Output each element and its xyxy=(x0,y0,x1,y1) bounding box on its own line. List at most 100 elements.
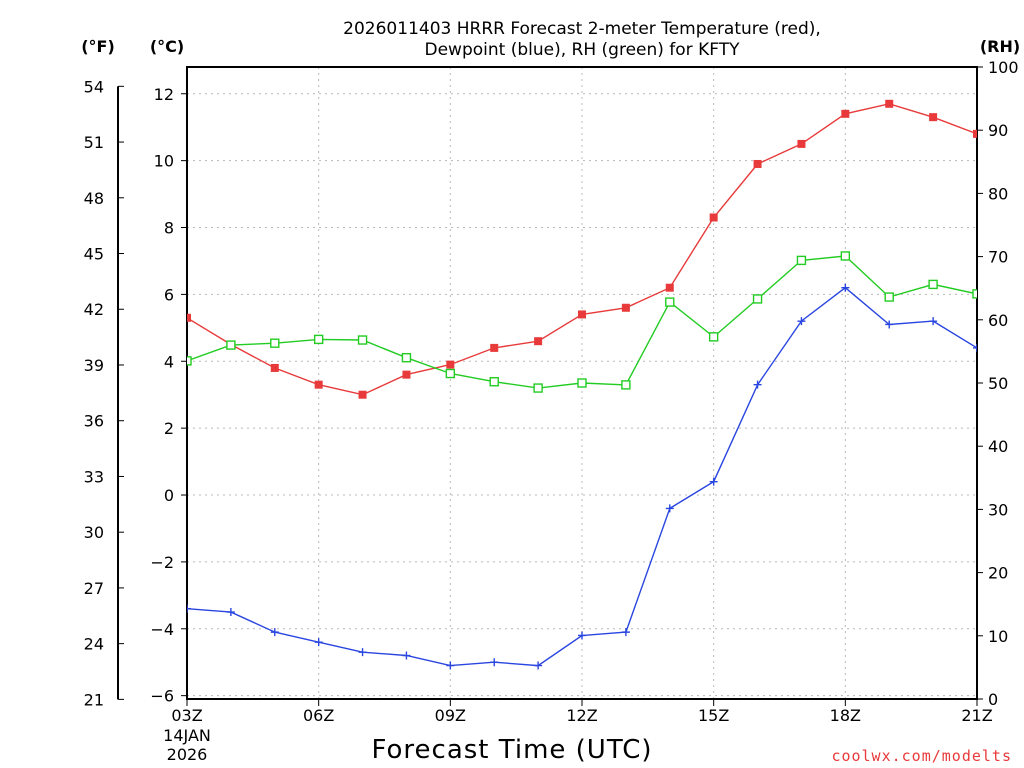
dewpoint-point xyxy=(358,648,367,657)
rh-point xyxy=(577,378,587,388)
fahrenheit-tick-label: 36 xyxy=(84,412,104,431)
time-tick-label: 21Z xyxy=(961,706,992,725)
temperature-point xyxy=(885,99,894,108)
celsius-tick-label: 4 xyxy=(164,352,174,371)
rh-point xyxy=(621,380,631,390)
series-dewpoint xyxy=(187,283,977,670)
series-rh xyxy=(187,251,977,393)
dewpoint-point xyxy=(665,504,674,513)
temperature-point xyxy=(358,390,367,399)
temperature-point xyxy=(665,283,674,292)
temperature-point xyxy=(709,213,718,222)
dewpoint-point xyxy=(226,608,235,617)
fahrenheit-tick-label: 21 xyxy=(84,690,104,709)
start-date-year: 2026 xyxy=(167,745,208,764)
time-axis: 03Z 06Z 09Z 12Z 15Z 18Z 21Z xyxy=(171,699,993,725)
celsius-tick-label: 8 xyxy=(164,219,174,238)
rh-point xyxy=(840,251,851,261)
celsius-tick-label: −4 xyxy=(150,620,174,639)
unit-label-celsius: (°C) xyxy=(150,37,184,56)
fahrenheit-tick-label: 39 xyxy=(84,356,104,375)
celsius-tick-label: 12 xyxy=(154,85,174,104)
temperature-point xyxy=(973,129,977,138)
temperature-point xyxy=(270,363,279,372)
rh-point xyxy=(313,334,324,345)
rh-tick-label: 90 xyxy=(988,121,1008,140)
rh-point xyxy=(357,335,368,345)
rh-point xyxy=(445,368,456,379)
temperature-point xyxy=(534,337,543,346)
rh-tick-label: 80 xyxy=(988,184,1008,203)
rh-tick-label: 20 xyxy=(988,564,1008,583)
rh-tick-label: 10 xyxy=(988,627,1008,646)
temperature-line xyxy=(187,103,977,396)
rh-point xyxy=(972,289,977,299)
rh-tick-label: 30 xyxy=(988,500,1008,519)
dewpoint-point xyxy=(578,631,586,640)
credit-link[interactable]: coolwx.com/modelts xyxy=(831,747,1012,765)
time-tick-label: 09Z xyxy=(435,706,466,725)
dewpoint-point xyxy=(885,320,894,329)
celsius-tick-label: 0 xyxy=(164,486,174,505)
temperature-point xyxy=(753,159,762,168)
rh-point xyxy=(665,297,675,307)
rh-point xyxy=(226,340,236,350)
chart-title-line-2: Dewpoint (blue), RH (green) for KFTY xyxy=(425,40,741,60)
celsius-tick-label: −6 xyxy=(150,687,174,706)
dewpoint-point xyxy=(797,317,806,326)
series-temperature xyxy=(187,99,977,399)
temperature-point xyxy=(797,139,806,148)
fahrenheit-tick-label: 27 xyxy=(84,579,104,598)
dewpoint-point xyxy=(446,661,455,670)
rh-tick-label: 40 xyxy=(988,437,1008,456)
fahrenheit-tick-label: 45 xyxy=(84,245,104,264)
rh-axis: 0 10 20 30 40 50 60 70 80 90 100 xyxy=(977,58,1019,709)
celsius-tick-label: 10 xyxy=(154,152,174,171)
chart-title-line-1: 2026011403 HRRR Forecast 2-meter Tempera… xyxy=(343,19,821,39)
dewpoint-point xyxy=(534,661,543,670)
dewpoint-point xyxy=(753,380,762,389)
plot-frame xyxy=(186,66,978,700)
celsius-tick-label: 6 xyxy=(164,285,174,304)
temperature-point xyxy=(314,380,323,389)
rh-point xyxy=(533,383,543,393)
temperature-point xyxy=(402,370,411,379)
rh-point xyxy=(752,294,763,304)
start-date-day: 14JAN xyxy=(163,726,211,745)
temperature-point xyxy=(929,113,938,122)
rh-tick-label: 50 xyxy=(988,374,1008,393)
temperature-point xyxy=(578,310,586,319)
rh-point xyxy=(401,353,412,363)
dewpoint-point xyxy=(621,628,630,637)
rh-point xyxy=(928,279,938,290)
rh-tick-label: 100 xyxy=(988,58,1019,77)
temperature-point xyxy=(187,313,191,322)
unit-label-rh: (RH) xyxy=(980,37,1020,56)
temperature-point xyxy=(841,109,850,118)
fahrenheit-tick-label: 24 xyxy=(84,635,104,654)
celsius-tick-label: 2 xyxy=(164,419,174,438)
time-tick-label: 15Z xyxy=(698,706,729,725)
dewpoint-point xyxy=(929,317,938,326)
dewpoint-point xyxy=(973,343,977,352)
dewpoint-point xyxy=(314,638,323,647)
time-tick-label: 06Z xyxy=(303,706,334,725)
rh-point xyxy=(489,377,499,387)
time-tick-label: 18Z xyxy=(830,706,861,725)
series-layer xyxy=(187,99,977,670)
dewpoint-point xyxy=(402,651,411,660)
rh-tick-label: 60 xyxy=(988,311,1008,330)
rh-tick-label: 70 xyxy=(988,248,1008,267)
unit-label-fahrenheit: (°F) xyxy=(81,37,115,56)
time-tick-label: 03Z xyxy=(171,706,202,725)
fahrenheit-axis: 21 24 27 30 33 36 39 42 45 48 51 54 xyxy=(84,77,124,709)
fahrenheit-tick-label: 48 xyxy=(84,189,104,208)
fahrenheit-tick-label: 42 xyxy=(84,300,104,319)
fahrenheit-tick-label: 33 xyxy=(84,467,104,486)
celsius-tick-label: −2 xyxy=(150,553,174,572)
x-axis-title: Forecast Time (UTC) xyxy=(371,735,652,765)
rh-point xyxy=(884,292,894,302)
time-tick-label: 12Z xyxy=(566,706,597,725)
fahrenheit-tick-label: 30 xyxy=(84,523,104,542)
